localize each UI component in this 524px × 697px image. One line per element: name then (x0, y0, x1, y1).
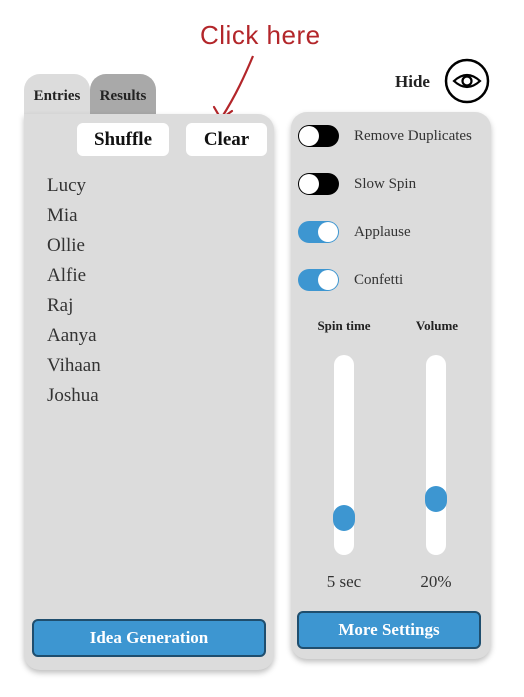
list-item[interactable]: Joshua (47, 385, 99, 406)
spin-time-label: Spin time (317, 318, 371, 333)
toggle-label: Remove Duplicates (354, 127, 472, 144)
tab-results[interactable]: Results (90, 74, 156, 118)
toggle-row-remove-duplicates: Remove Duplicates (298, 124, 472, 148)
list-item[interactable]: Lucy (47, 175, 87, 196)
more-settings-button[interactable]: More Settings (297, 611, 481, 649)
toggle-label: Applause (354, 223, 411, 240)
list-item[interactable]: Mia (47, 205, 78, 226)
list-item[interactable]: Ollie (47, 235, 85, 256)
shuffle-button[interactable]: Shuffle (77, 123, 169, 156)
remove-duplicates-toggle[interactable] (298, 125, 339, 147)
entries-list[interactable]: Lucy Mia Ollie Alfie Raj Aanya Vihaan Jo… (47, 171, 101, 411)
list-item[interactable]: Vihaan (47, 355, 101, 376)
settings-panel: Remove Duplicates Slow Spin Applause Con… (291, 112, 491, 659)
clear-button[interactable]: Clear (186, 123, 267, 156)
toggle-knob (318, 222, 338, 242)
entries-panel: Shuffle Clear Lucy Mia Ollie Alfie Raj A… (24, 114, 274, 670)
confetti-toggle[interactable] (298, 269, 339, 291)
volume-slider[interactable] (425, 355, 447, 555)
hide-label[interactable]: Hide (395, 72, 430, 91)
volume-slider-handle[interactable] (425, 486, 447, 513)
eye-icon[interactable] (444, 58, 490, 104)
list-item[interactable]: Raj (47, 295, 74, 316)
spin-time-slider[interactable] (333, 355, 355, 555)
volume-label: Volume (415, 318, 459, 333)
toggle-knob (299, 174, 319, 194)
idea-generation-button[interactable]: Idea Generation (32, 619, 266, 657)
toggle-row-confetti: Confetti (298, 268, 403, 292)
toggle-label: Confetti (354, 271, 404, 288)
list-item[interactable]: Alfie (47, 265, 87, 286)
toggle-label: Slow Spin (354, 175, 417, 192)
toggle-knob (299, 126, 319, 146)
click-here-annotation: Click here (200, 20, 321, 50)
toggle-row-slow-spin: Slow Spin (298, 172, 416, 196)
volume-value: 20% (420, 572, 452, 591)
toggle-knob (318, 270, 338, 290)
slow-spin-toggle[interactable] (298, 173, 339, 195)
tab-entries[interactable]: Entries (24, 74, 90, 118)
spin-time-slider-handle[interactable] (333, 504, 355, 531)
applause-toggle[interactable] (298, 221, 339, 243)
toggle-row-applause: Applause (298, 220, 411, 244)
spin-time-value: 5 sec (326, 572, 362, 591)
list-item[interactable]: Aanya (47, 325, 97, 346)
